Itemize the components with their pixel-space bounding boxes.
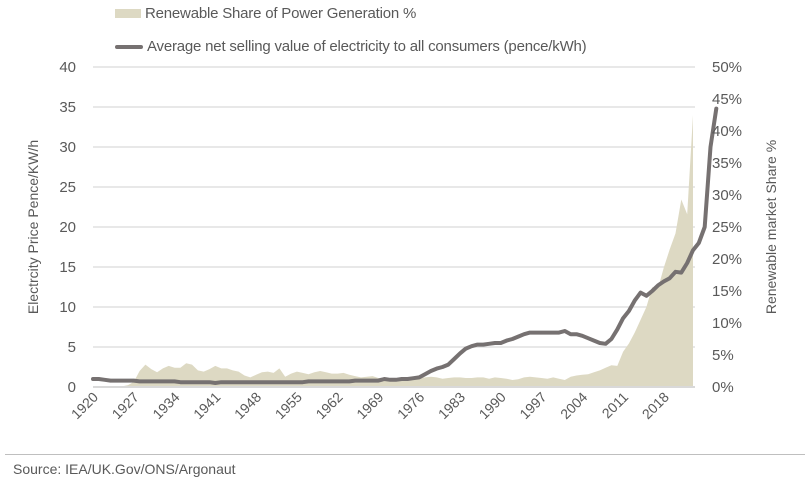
y2-tick-label: 0% xyxy=(712,379,734,396)
y2-tick-label: 15% xyxy=(712,283,742,300)
gridlines xyxy=(93,66,695,388)
y-tick-label: 35 xyxy=(59,99,76,116)
x-tick-label: 2018 xyxy=(639,389,672,422)
x-tick-label: 1948 xyxy=(231,389,264,422)
y-tick-label: 30 xyxy=(59,139,76,156)
divider xyxy=(5,454,805,455)
legend-item-price: Average net selling value of electricity… xyxy=(115,38,587,55)
x-tick-label: 1983 xyxy=(435,389,468,422)
x-tick-label: 1927 xyxy=(109,389,142,422)
y-tick-label: 0 xyxy=(68,379,76,396)
y2-tick-label: 20% xyxy=(712,251,742,268)
x-tick-label: 1934 xyxy=(149,389,182,422)
y2-tick-label: 10% xyxy=(712,315,742,332)
y-tick-label: 15 xyxy=(59,259,76,276)
y-tick-label: 25 xyxy=(59,179,76,196)
renewable-share-area-layer xyxy=(93,115,695,388)
right-axis-label: Renewable market Share % xyxy=(763,140,779,314)
x-tick-label: 1969 xyxy=(353,389,386,422)
y-tick-label: 40 xyxy=(59,59,76,76)
x-tick-label: 2011 xyxy=(599,389,632,422)
x-tick-label: 1941 xyxy=(190,389,223,422)
right-axis-ticks: 0% 5% 10% 15% 20% 25% 30% 35% 40% 45% 50% xyxy=(712,59,742,396)
source-note: Source: IEA/UK.Gov/ONS/Argonaut xyxy=(13,461,236,477)
legend-area-swatch xyxy=(115,9,141,18)
legend-area-label: Renewable Share of Power Generation % xyxy=(145,5,417,22)
renewable-share-area xyxy=(93,115,693,387)
y2-tick-label: 40% xyxy=(712,123,742,140)
y-tick-label: 20 xyxy=(59,219,76,236)
electricity-price-line xyxy=(91,106,719,385)
y2-tick-label: 25% xyxy=(712,219,742,236)
y-tick-label: 10 xyxy=(59,299,76,316)
x-tick-label: 1955 xyxy=(272,389,305,422)
y2-tick-label: 45% xyxy=(712,91,742,108)
y2-tick-label: 5% xyxy=(712,347,734,364)
y2-tick-label: 50% xyxy=(712,59,742,76)
x-tick-label: 1962 xyxy=(312,389,345,422)
x-tick-label: 1976 xyxy=(394,389,427,422)
y2-tick-label: 35% xyxy=(712,155,742,172)
x-tick-label: 1990 xyxy=(476,389,509,422)
x-tick-label: 1997 xyxy=(516,389,549,422)
left-axis-label: Electrcity Price Pence/KW/h xyxy=(25,140,41,314)
legend-item-renewable: Renewable Share of Power Generation % xyxy=(115,5,416,22)
x-axis-ticks: 1920 1927 1934 1941 1948 1955 1962 1969 1976 1983… xyxy=(68,389,672,422)
y-tick-label: 5 xyxy=(68,339,76,356)
electricity-price-line-layer xyxy=(91,106,719,385)
x-tick-label: 2004 xyxy=(557,389,590,422)
legend-line-swatch xyxy=(115,44,143,49)
legend-line-label: Average net selling value of electricity… xyxy=(147,38,587,55)
y2-tick-label: 30% xyxy=(712,187,742,204)
left-axis-ticks: 0 5 10 15 20 25 30 35 40 xyxy=(59,59,76,396)
